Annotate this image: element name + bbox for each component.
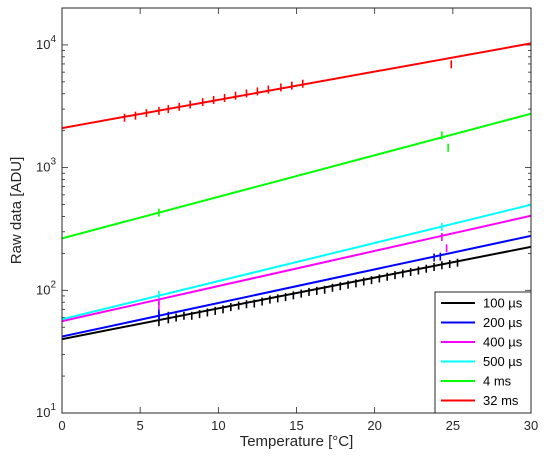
x-tick-label: 15 [289,418,303,433]
legend-label: 400 µs [483,335,523,350]
fit-line [62,214,531,323]
fit-line [62,203,531,321]
legend-label: 500 µs [483,354,523,369]
axes-box [61,7,532,414]
y-axis-label: Raw data [ADU] [8,157,25,265]
x-tick-label: 25 [446,418,460,433]
legend-box [434,291,532,414]
legend-label: 32 ms [483,393,519,408]
x-axis-label: Temperature [°C] [240,433,354,450]
x-tick-label: 0 [58,418,65,433]
legend-label: 200 µs [483,315,523,330]
x-tick-label: 10 [211,418,225,433]
fit-line [62,234,531,338]
legend-label: 100 µs [483,296,523,311]
x-tick-label: 5 [137,418,144,433]
y-tick-label: 101 [36,402,56,420]
legend-label: 4 ms [483,374,512,389]
fit-line [62,42,531,130]
plot-series [62,42,531,341]
fit-line [62,245,531,341]
x-tick-label: 20 [367,418,381,433]
x-tick-label: 30 [524,418,538,433]
y-tick-label: 104 [36,34,56,52]
y-tick-label: 103 [36,157,56,175]
y-tick-label: 102 [36,279,56,297]
fit-line [62,112,531,240]
